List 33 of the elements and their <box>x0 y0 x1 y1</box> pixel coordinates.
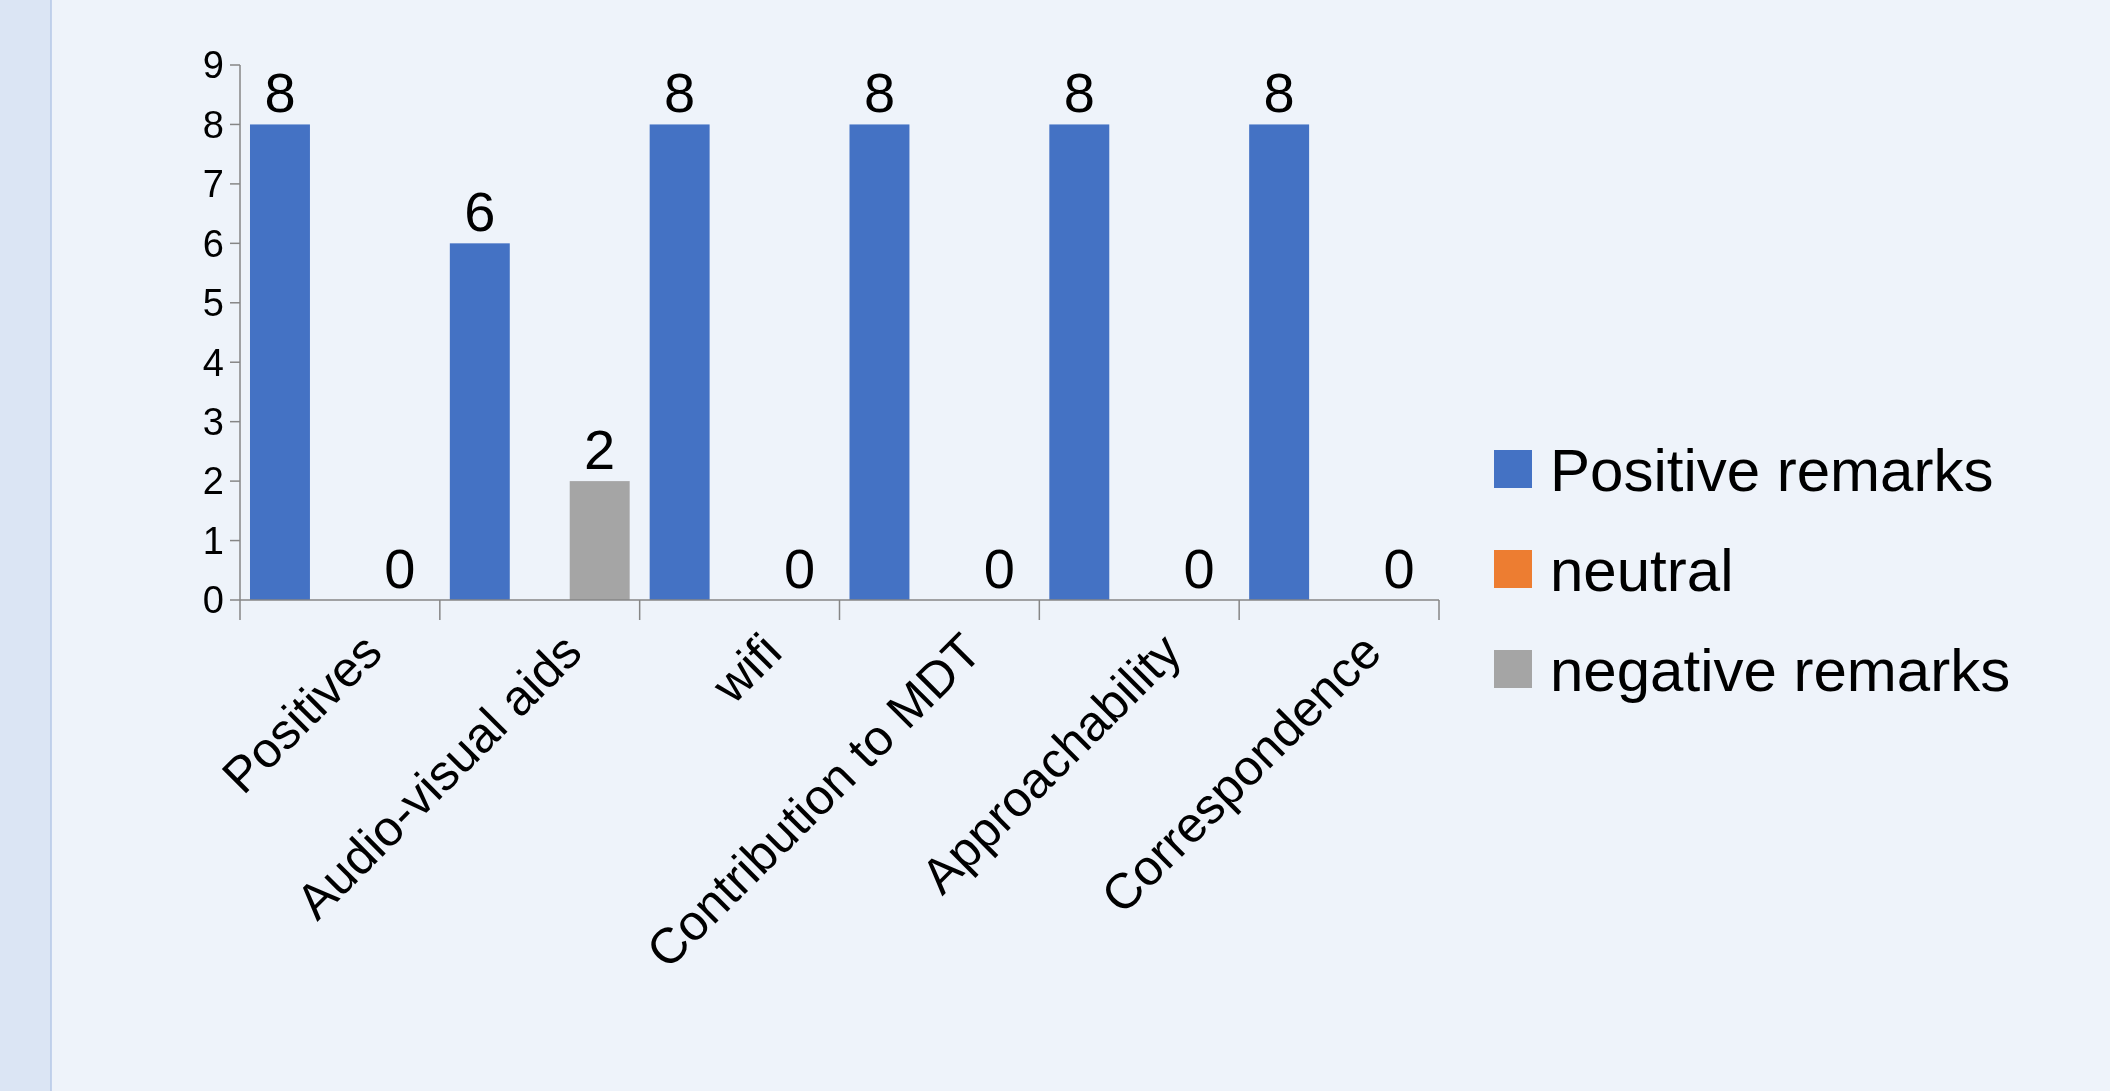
data-label: 8 <box>664 61 696 125</box>
data-label: 0 <box>1383 537 1415 600</box>
data-label: 0 <box>384 537 416 600</box>
x-tick-label: wifi <box>700 622 793 715</box>
data-label: 8 <box>1063 61 1095 125</box>
bar <box>649 124 710 600</box>
legend-label: neutral <box>1550 537 1734 604</box>
data-label: 0 <box>1183 537 1215 600</box>
y-tick-label: 1 <box>202 519 224 562</box>
bar <box>1249 124 1310 600</box>
bar <box>449 243 510 600</box>
y-tick-label: 3 <box>202 400 224 443</box>
legend-label: negative remarks <box>1550 637 2011 704</box>
bar <box>249 124 310 600</box>
data-label: 0 <box>783 537 816 600</box>
y-tick-label: 0 <box>202 579 224 622</box>
y-tick-label: 2 <box>202 460 224 503</box>
y-tick-label: 7 <box>202 163 224 206</box>
bar <box>849 124 910 600</box>
data-label: 6 <box>464 180 496 244</box>
data-label: 2 <box>584 418 616 482</box>
bar <box>1049 124 1110 600</box>
data-label: 8 <box>863 61 896 125</box>
y-tick-label: 8 <box>202 103 224 146</box>
y-tick-label: 5 <box>202 282 224 325</box>
bar <box>569 481 630 600</box>
y-tick-label: 6 <box>202 222 224 265</box>
y-tick-label: 9 <box>202 44 224 87</box>
data-label: 0 <box>983 537 1015 600</box>
data-label: 8 <box>1263 61 1295 125</box>
y-tick-label: 4 <box>202 341 224 384</box>
legend-label: Positive remarks <box>1550 437 1994 504</box>
data-label: 8 <box>264 61 296 125</box>
